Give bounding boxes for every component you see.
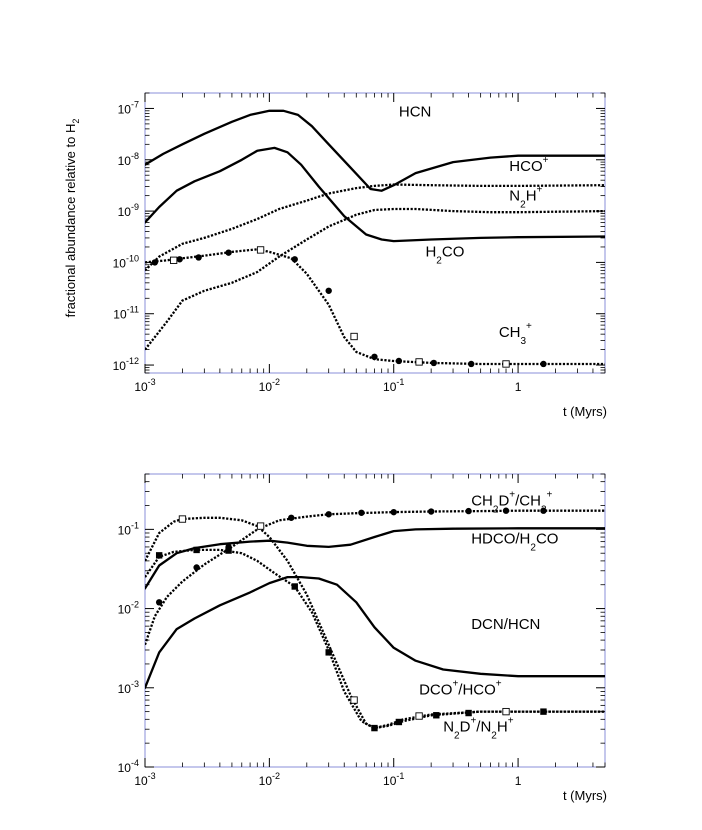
top-y-tick-label: 10-7 [118,99,139,116]
marker-filled-circle [155,599,163,606]
marker-filled-square [433,712,440,719]
top-y-tick-label: 10-12 [113,356,139,373]
marker-open-square [170,256,178,264]
series-line-ch2dplus-ch3plus [145,509,605,646]
marker-filled-circle [430,359,437,367]
series-label-h2co: H2CO [425,244,464,267]
series-label-ch3plus: CH3+ [499,321,532,347]
marker-filled-circle [502,507,510,514]
bottom-x-tick-label: 1 [515,774,522,788]
series-label-dcn-hcn: DCN/HCN [471,616,540,633]
series-line-h2co [145,146,605,243]
marker-filled-circle [195,254,202,261]
marker-filled-square [155,552,163,559]
marker-open-square [415,712,423,720]
marker-filled-square [465,709,472,717]
bottom-x-tick-label: 10-2 [259,771,280,788]
top-plot-frame [144,92,606,374]
marker-filled-square [325,649,332,656]
series-line-dcoplus-hcoplus [145,516,605,730]
series-label-dcoplus-hcoplus: DCO+/HCO+ [419,679,502,699]
series-line-n2dplus-n2hplus [145,548,605,730]
marker-filled-circle [325,511,332,518]
marker-filled-circle [151,259,159,266]
marker-filled-circle [540,507,547,514]
series-line-n2hplus [145,207,605,351]
top-y-tick-label: 10-9 [118,202,139,219]
y-axis-label: fractional abundance relative to H2 [63,119,81,318]
top-y-tick-label: 10-11 [113,305,139,322]
marker-filled-circle [371,353,378,360]
marker-filled-circle [325,287,332,294]
series-line-hcn [145,109,605,192]
top-x-tick-label: 1 [515,380,522,394]
marker-filled-square [193,546,200,554]
marker-filled-circle [540,360,547,368]
top-x-tick-label: 10-3 [134,377,155,394]
marker-filled-circle [288,514,295,521]
marker-open-square [350,332,358,341]
top-x-tick-label: 10-1 [383,377,404,394]
marker-open-square [415,358,423,366]
series-line-dcn-hcn [145,575,605,689]
bottom-panel: 10-3 10-2 10-1 110-410-310-210-1t (Myrs)CH2… [118,473,607,803]
marker-filled-circle [468,360,475,368]
bottom-y-tick-label: 10-3 [118,679,139,696]
bottom-x-tick-label: 10-1 [383,771,404,788]
series-label-n2hplus: N2H+ [509,185,542,211]
bottom-y-tick-label: 10-4 [118,758,139,775]
top-x-tick-label: 10-2 [259,377,280,394]
marker-open-square [502,360,510,368]
bottom-x-tick-label: 10-3 [134,771,155,788]
series-line-ch3plus [145,248,605,366]
marker-filled-circle [176,256,183,263]
series-label-n2dplus-n2hplus: N2D+/N2H+ [443,716,514,742]
marker-filled-circle [193,564,200,571]
top-panel: 10-3 10-2 10-1 110-1210-1110-1010-910-810-7… [113,92,607,419]
marker-open-square [178,515,187,523]
top-y-tick-label: 10-10 [113,253,139,270]
marker-filled-circle [390,508,397,516]
marker-filled-square [540,708,547,715]
top-x-axis-label: t (Myrs) [563,404,607,419]
marker-open-square [502,707,510,716]
bottom-y-tick-label: 10-2 [118,600,139,617]
series-line-hcoplus [145,183,605,272]
marker-filled-circle [291,256,298,263]
marker-filled-circle [465,507,472,515]
marker-filled-circle [427,508,435,515]
marker-filled-circle [395,357,403,365]
series-label-hcn: HCN [399,103,432,120]
marker-filled-square [291,583,298,590]
marker-open-square [256,246,265,254]
marker-filled-square [395,718,403,726]
marker-open-square [256,522,265,530]
bottom-y-tick-label: 10-1 [118,520,139,537]
top-y-tick-label: 10-8 [118,151,139,168]
series-label-ch2dplus-ch3plus: CH2D+/CH3+ [471,490,552,516]
marker-filled-circle [358,509,365,516]
series-label-hcoplus: HCO+ [509,155,548,175]
bottom-x-axis-label: t (Myrs) [563,788,607,803]
marker-filled-square [371,724,378,732]
marker-filled-circle [225,249,232,256]
series-label-hdco-h2co: HDCO/H2CO [471,531,558,554]
marker-filled-square [225,547,232,554]
marker-open-square [350,696,358,704]
